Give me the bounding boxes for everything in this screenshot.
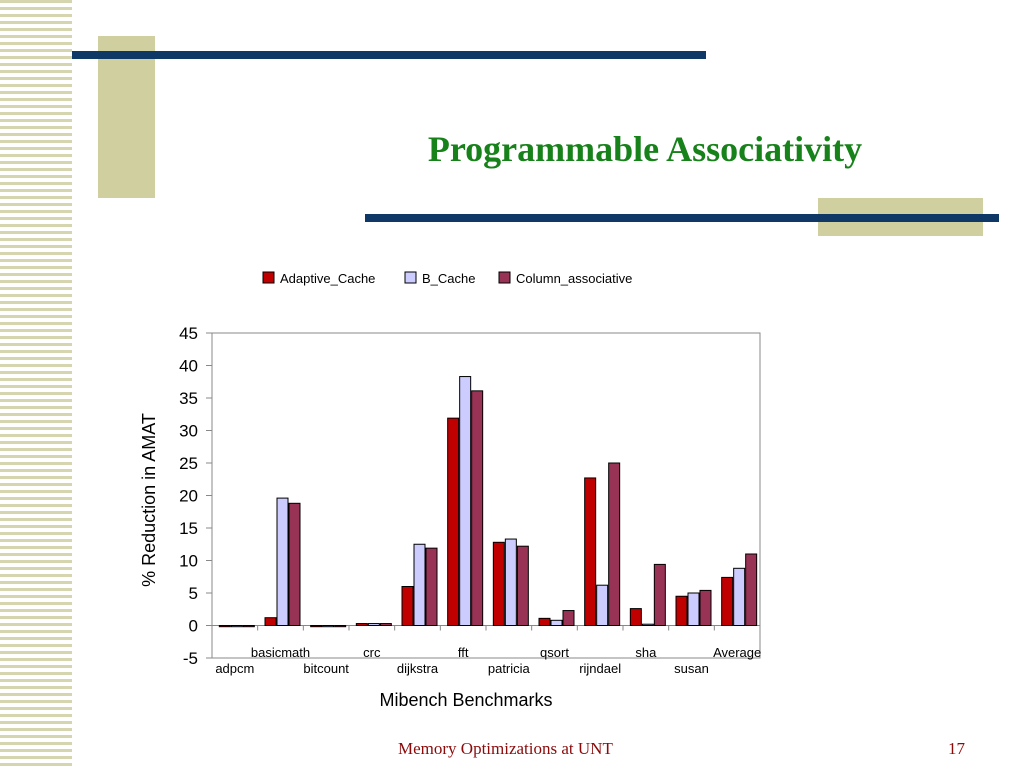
bar: [641, 623, 654, 627]
bar: [733, 567, 746, 626]
y-axis-title: % Reduction in AMAT: [139, 413, 159, 587]
y-tick-label: 5: [189, 584, 198, 603]
x-tick-label: fft: [458, 645, 469, 660]
bar: [596, 584, 609, 627]
bar: [504, 538, 517, 626]
bar: [276, 497, 289, 627]
y-tick-label: 40: [179, 357, 198, 376]
x-tick-label: bitcount: [303, 661, 349, 676]
y-tick-label: 25: [179, 454, 198, 473]
bar: [471, 390, 484, 626]
bar: [288, 502, 301, 626]
bar: [401, 586, 414, 626]
bar: [516, 545, 529, 627]
x-axis-title: Mibench Benchmarks: [379, 690, 552, 710]
legend-label: B_Cache: [422, 271, 475, 286]
legend-swatch: [498, 271, 511, 284]
bar: [745, 553, 758, 626]
bar: [218, 625, 231, 628]
y-tick-label: 0: [189, 617, 198, 636]
y-tick-label: 45: [179, 324, 198, 343]
left-stripe-decoration: [0, 0, 72, 768]
x-tick-label: rijndael: [579, 661, 621, 676]
x-tick-label: Average: [713, 645, 761, 660]
x-tick-label: sha: [635, 645, 657, 660]
y-tick-label: 15: [179, 519, 198, 538]
x-tick-label: qsort: [540, 645, 569, 660]
bar: [675, 595, 688, 626]
x-tick-label: crc: [363, 645, 381, 660]
bar: [379, 623, 392, 626]
bar: [608, 462, 621, 626]
y-tick-label: -5: [183, 649, 198, 668]
slide-title: Programmable Associativity: [427, 129, 863, 169]
bar: [264, 617, 277, 627]
page-number: 17: [948, 739, 965, 758]
mid-accent-line: [365, 214, 999, 222]
bar: [550, 619, 563, 626]
legend-swatch: [404, 271, 417, 284]
y-tick-label: 10: [179, 552, 198, 571]
x-tick-label: susan: [674, 661, 709, 676]
bar: [492, 541, 505, 626]
legend-label: Column_associative: [516, 271, 632, 286]
bar: [721, 576, 734, 627]
bar: [367, 623, 380, 626]
bar: [653, 563, 666, 627]
bar: [584, 477, 597, 627]
bar: [562, 610, 575, 626]
y-tick-label: 35: [179, 389, 198, 408]
x-tick-label: patricia: [488, 661, 531, 676]
top-accent-block: [98, 36, 155, 198]
bar: [413, 543, 426, 626]
bar: [334, 625, 347, 628]
top-accent-line: [72, 51, 706, 59]
x-tick-label: basicmath: [251, 645, 310, 660]
bar: [687, 592, 700, 626]
bar: [230, 625, 243, 628]
x-tick-label: adpcm: [215, 661, 254, 676]
bar: [538, 617, 551, 626]
bar: [699, 589, 712, 627]
bar: [459, 376, 472, 626]
x-tick-label: dijkstra: [397, 661, 439, 676]
slide-footer: Memory Optimizations at UNT: [398, 739, 613, 758]
legend-swatch: [262, 271, 275, 284]
bar: [322, 625, 335, 628]
bar: [355, 623, 368, 626]
bar: [447, 417, 460, 626]
legend-label: Adaptive_Cache: [280, 271, 375, 286]
y-tick-label: 30: [179, 422, 198, 441]
bar: [425, 547, 438, 627]
bar: [242, 625, 255, 628]
bar: [629, 608, 642, 626]
y-tick-label: 20: [179, 487, 198, 506]
bar: [310, 625, 323, 628]
